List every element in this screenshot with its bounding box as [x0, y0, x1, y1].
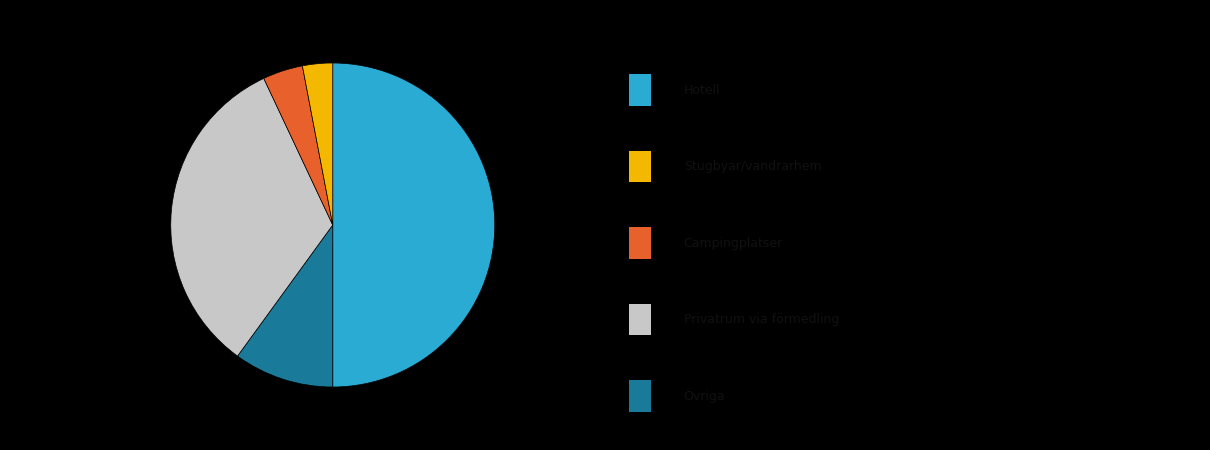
Text: Övriga: Övriga [684, 389, 725, 403]
Wedge shape [333, 63, 495, 387]
Wedge shape [237, 225, 333, 387]
Text: Hotell: Hotell [684, 84, 720, 96]
Wedge shape [171, 78, 333, 356]
Wedge shape [302, 63, 333, 225]
Text: Privatrum via förmedling: Privatrum via förmedling [684, 313, 839, 326]
Text: Stugbyar/vandrarhem: Stugbyar/vandrarhem [684, 160, 822, 173]
Wedge shape [264, 66, 333, 225]
Text: Campingplatser: Campingplatser [684, 237, 783, 249]
